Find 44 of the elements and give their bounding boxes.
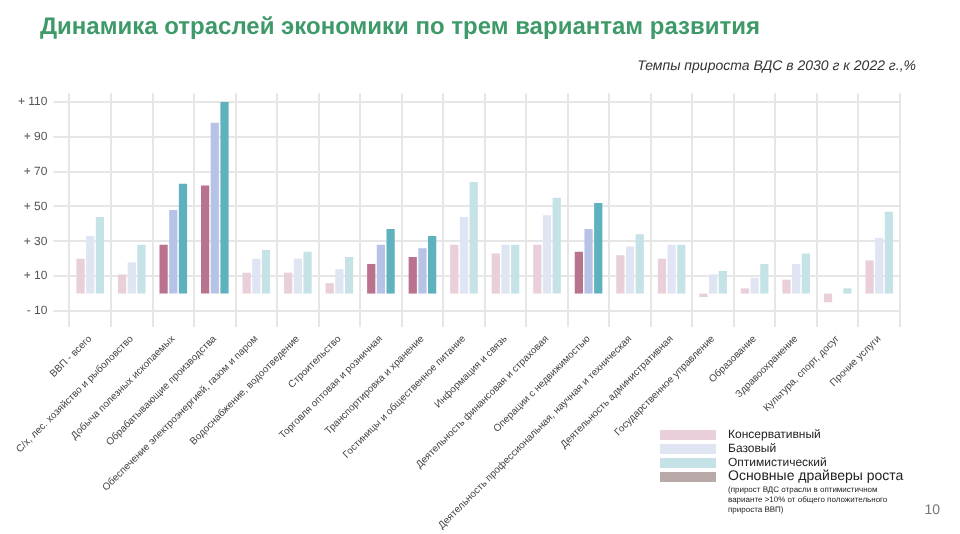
bar — [117, 274, 127, 294]
bar — [76, 258, 85, 294]
bar — [718, 270, 727, 294]
bar — [386, 229, 395, 294]
bar — [418, 248, 427, 294]
bar — [677, 244, 686, 294]
bar — [303, 251, 312, 294]
bar — [220, 101, 229, 294]
bar — [865, 260, 874, 294]
bar — [533, 244, 542, 294]
bar — [159, 244, 168, 294]
bar — [884, 211, 894, 294]
bar — [261, 250, 271, 294]
bar — [210, 122, 219, 294]
bar — [511, 244, 520, 294]
bar — [408, 256, 417, 294]
bar — [594, 202, 603, 294]
bar — [428, 236, 437, 294]
bar — [284, 272, 293, 294]
bar — [760, 263, 769, 294]
bar — [657, 258, 667, 294]
bar — [635, 234, 644, 294]
bar — [95, 216, 105, 294]
bar — [491, 253, 500, 294]
bar — [137, 244, 146, 294]
bar — [801, 253, 810, 294]
bar — [616, 255, 625, 294]
bar — [469, 182, 478, 294]
bar — [201, 185, 210, 294]
bar — [178, 183, 188, 294]
chart-title: Динамика отраслей экономики по трем вариантам развития — [40, 12, 760, 40]
bar — [584, 229, 593, 294]
bar — [367, 263, 376, 294]
bar — [344, 256, 354, 294]
bar — [552, 197, 561, 294]
bar — [574, 251, 583, 294]
bar — [242, 272, 251, 294]
bar — [450, 244, 459, 294]
bar — [843, 288, 852, 294]
bar — [376, 244, 386, 294]
bar — [169, 209, 178, 294]
bar — [782, 279, 791, 294]
bar — [325, 283, 334, 294]
bar — [740, 288, 750, 294]
